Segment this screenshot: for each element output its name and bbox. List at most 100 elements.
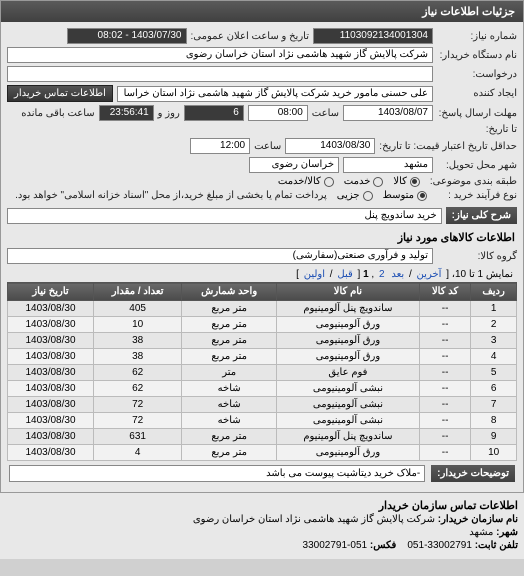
radio-kala[interactable]: کالا xyxy=(393,176,420,187)
table-cell: ورق آلومینیومی xyxy=(276,445,419,461)
remain-days: 6 xyxy=(184,105,244,121)
table-cell: 1 xyxy=(471,301,517,317)
remain-time: 23:56:41 xyxy=(99,105,154,121)
table-cell: نبشی آلومینیومی xyxy=(276,381,419,397)
table-cell: شاخه xyxy=(182,397,277,413)
creator-label: ایجاد کننده xyxy=(437,88,517,99)
table-row[interactable]: 10--ورق آلومینیومیمتر مربع41403/08/30 xyxy=(8,445,517,461)
radio-part-label: جزیی xyxy=(337,190,360,201)
radio-dot-icon xyxy=(363,191,373,201)
announce-label: تاریخ و ساعت اعلان عمومی: xyxy=(191,31,310,42)
radio-khadamat[interactable]: خدمت xyxy=(344,176,384,187)
table-cell: ورق آلومینیومی xyxy=(276,333,419,349)
footer-fax-label: فکس: xyxy=(370,540,396,551)
notes-value: -ملاک خرید دیتاشیت پیوست می باشد xyxy=(9,465,425,482)
table-cell: ساندویچ پنل آلومینیوم xyxy=(276,429,419,445)
table-cell: 10 xyxy=(471,445,517,461)
credit-label: حداقل تاریخ اعتبار قیمت: تا تاریخ: xyxy=(379,141,517,152)
group-value: تولید و فرآوری صنعتی(سفارشی) xyxy=(7,248,433,264)
footer-tel-label: تلفن ثابت: xyxy=(475,540,518,551)
pager-prefix: نمایش 1 تا 10، [ xyxy=(446,269,513,280)
table-cell: متر مربع xyxy=(182,317,277,333)
time-label-1: ساعت xyxy=(312,108,339,119)
table-cell: 1403/08/30 xyxy=(8,397,94,413)
need-title-label: شرح کلی نیاز: xyxy=(446,207,517,224)
table-cell: 1403/08/30 xyxy=(8,429,94,445)
table-cell: 10 xyxy=(93,317,181,333)
table-cell: متر مربع xyxy=(182,349,277,365)
table-cell: نبشی آلومینیومی xyxy=(276,413,419,429)
table-cell: ورق آلومینیومی xyxy=(276,317,419,333)
table-header: واحد شمارش xyxy=(182,283,277,301)
table-cell: -- xyxy=(419,365,470,381)
need-no-label: شماره نیاز: xyxy=(437,31,517,42)
table-cell: 1403/08/30 xyxy=(8,317,94,333)
radio-both[interactable]: کالا/خدمت xyxy=(278,176,334,187)
table-cell: -- xyxy=(419,413,470,429)
pager-p1: 1 xyxy=(363,269,369,280)
table-row[interactable]: 3--ورق آلومینیومیمتر مربع381403/08/30 xyxy=(8,333,517,349)
buyer-contact-button[interactable]: اطلاعات تماس خریدار xyxy=(7,85,113,102)
table-cell: شاخه xyxy=(182,413,277,429)
pager-prev[interactable]: قبل xyxy=(337,269,352,280)
footer-fax-value: 051-33002791 xyxy=(303,540,368,551)
requester-label: درخواست: xyxy=(437,69,517,80)
table-cell: 7 xyxy=(471,397,517,413)
pager-last[interactable]: آخرین xyxy=(417,269,442,280)
table-cell: 62 xyxy=(93,365,181,381)
items-table: ردیفکد کالانام کالاواحد شمارشتعداد / مقد… xyxy=(7,282,517,461)
pager-p2[interactable]: 2 xyxy=(379,269,385,280)
radio-mid[interactable]: متوسط xyxy=(383,190,427,201)
table-header: تعداد / مقدار xyxy=(93,283,181,301)
pager: نمایش 1 تا 10، [ آخرین / بعد 2 , 1 [ قبل… xyxy=(7,267,517,282)
pager-suffix: ] xyxy=(296,269,299,280)
radio-khadamat-label: خدمت xyxy=(344,176,371,187)
table-cell: 1403/08/30 xyxy=(8,413,94,429)
delivery-prov: خراسان رضوی xyxy=(249,157,339,173)
table-cell: 38 xyxy=(93,333,181,349)
table-cell: 4 xyxy=(471,349,517,365)
table-row[interactable]: 6--نبشی آلومینیومیشاخه621403/08/30 xyxy=(8,381,517,397)
table-cell: 1403/08/30 xyxy=(8,301,94,317)
org-value: شرکت پالایش گاز شهید هاشمی نژاد استان خر… xyxy=(7,47,433,63)
table-row[interactable]: 2--ورق آلومینیومیمتر مربع101403/08/30 xyxy=(8,317,517,333)
table-row[interactable]: 4--ورق آلومینیومیمتر مربع381403/08/30 xyxy=(8,349,517,365)
radio-dot-icon xyxy=(324,177,334,187)
table-header: ردیف xyxy=(471,283,517,301)
table-cell: 4 xyxy=(93,445,181,461)
radio-dot-icon xyxy=(373,177,383,187)
table-cell: متر مربع xyxy=(182,429,277,445)
credit-date: 1403/08/30 xyxy=(285,138,375,154)
table-cell: 1403/08/30 xyxy=(8,381,94,397)
requester-value xyxy=(7,66,433,82)
table-row[interactable]: 9--ساندویچ پنل آلومینیوممتر مربع6311403/… xyxy=(8,429,517,445)
table-cell: نبشی آلومینیومی xyxy=(276,397,419,413)
table-cell: -- xyxy=(419,317,470,333)
footer-city-value: مشهد xyxy=(469,527,493,538)
table-row[interactable]: 7--نبشی آلومینیومیشاخه721403/08/30 xyxy=(8,397,517,413)
table-row[interactable]: 5--فوم عایقمتر621403/08/30 xyxy=(8,365,517,381)
table-row[interactable]: 8--نبشی آلومینیومیشاخه721403/08/30 xyxy=(8,413,517,429)
delivery-city: مشهد xyxy=(343,157,433,173)
radio-kala-label: کالا xyxy=(393,176,407,187)
time-label-2: ساعت xyxy=(254,141,281,152)
table-cell: 62 xyxy=(93,381,181,397)
need-no-value: 1103092134001304 xyxy=(313,28,433,44)
radio-part[interactable]: جزیی xyxy=(337,190,373,201)
pager-next[interactable]: بعد xyxy=(391,269,404,280)
table-cell: شاخه xyxy=(182,381,277,397)
pager-first[interactable]: اولین xyxy=(304,269,325,280)
table-cell: 38 xyxy=(93,349,181,365)
table-header: کد کالا xyxy=(419,283,470,301)
deadline-label: مهلت ارسال پاسخ: xyxy=(437,108,517,119)
table-cell: متر مربع xyxy=(182,445,277,461)
table-cell: 1403/08/30 xyxy=(8,349,94,365)
table-cell: 9 xyxy=(471,429,517,445)
table-cell: 8 xyxy=(471,413,517,429)
table-cell: 72 xyxy=(93,397,181,413)
table-cell: -- xyxy=(419,349,470,365)
need-details-panel: جزئیات اطلاعات نیاز شماره نیاز: 11030921… xyxy=(0,0,524,493)
table-cell: 2 xyxy=(471,317,517,333)
table-row[interactable]: 1--ساندویچ پنل آلومینیوممتر مربع4051403/… xyxy=(8,301,517,317)
footer-tel-value: 33002791-051 xyxy=(407,540,472,551)
